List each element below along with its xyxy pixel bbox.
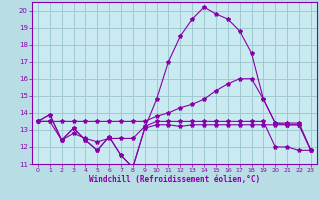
X-axis label: Windchill (Refroidissement éolien,°C): Windchill (Refroidissement éolien,°C) <box>89 175 260 184</box>
